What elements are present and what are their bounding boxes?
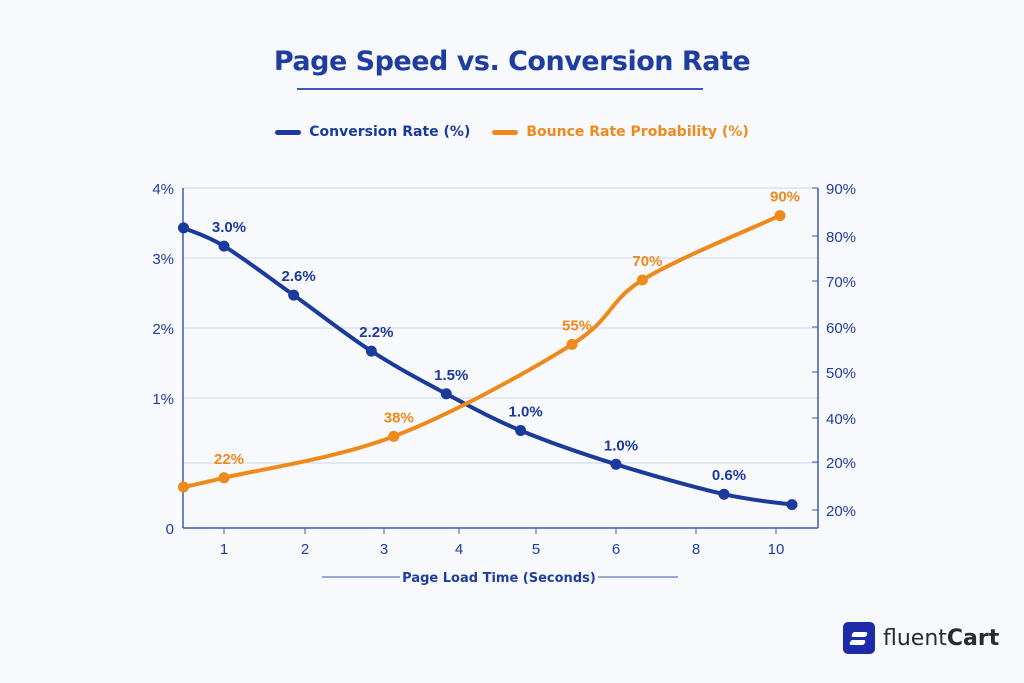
legend-item-bounce: Bounce Rate Probability (%) [492,124,749,140]
conversion-point [218,240,230,252]
x-tick-label: 5 [532,541,540,558]
conversion-data-label: 1.0% [508,404,542,421]
y-right-tick-label: 40% [826,411,856,428]
y-right-tick-label: 20% [826,503,856,520]
y-right-tick-label: 70% [826,274,856,291]
legend-item-conversion: Conversion Rate (%) [275,124,470,140]
bounce-point [774,210,786,222]
x-tick-label: 10 [768,541,785,558]
logo-icon [843,622,875,654]
bounce-point [218,472,230,484]
bounce-point [388,430,400,442]
conversion-point [288,289,300,301]
y-left-tick-label: 4% [152,181,174,198]
legend-label-conversion: Conversion Rate (%) [309,124,471,140]
x-tick-label: 6 [612,541,620,558]
bounce-data-label: 38% [384,409,414,426]
x-tick-label: 3 [380,541,388,558]
bounce-data-label: 22% [214,451,244,468]
bounce-point [636,274,648,286]
x-tick-label: 1 [220,541,228,558]
x-tick-label: 8 [692,541,700,558]
conversion-data-label: 0.6% [712,467,746,484]
bounce-data-label: 70% [632,253,662,270]
legend-swatch-bounce [492,129,519,135]
conversion-data-label: 1.0% [604,437,638,454]
x-axis-label: Page Load Time (Seconds) [402,571,596,586]
title-underline [297,88,703,90]
legend: Conversion Rate (%) Bounce Rate Probabil… [0,124,1024,140]
conversion-point [610,458,622,470]
conversion-point [786,499,798,511]
fluentcart-logo: fluentCart [843,622,999,654]
bounce-data-label: 55% [562,317,592,334]
bounce-line [181,213,782,489]
y-right-tick-label: 90% [826,181,856,198]
conversion-data-label: 1.5% [434,367,468,384]
y-right-tick-label: 80% [826,229,856,246]
logo-text: fluentCart [883,625,1000,651]
x-tick-label: 4 [455,541,463,558]
conversion-data-label: 3.0% [212,219,246,236]
bounce-point [566,338,578,350]
conversion-point [440,388,452,400]
chart-title: Page Speed vs. Conversion Rate [273,46,751,77]
y-left-tick-label: 1% [152,391,174,408]
y-left-tick-label: 0 [166,521,174,538]
y-left-tick-label: 2% [152,321,174,338]
conversion-point [718,488,730,500]
conversion-point [365,345,377,357]
y-right-tick-label: 60% [826,320,856,337]
conversion-data-label: 2.6% [282,268,316,285]
conversion-point [515,425,527,436]
legend-swatch-conversion [275,129,302,135]
conversion-data-label: 2.2% [359,324,393,341]
legend-label-bounce: Bounce Rate Probability (%) [526,124,749,140]
y-right-tick-label: 50% [826,365,856,382]
y-right-tick-label: 20% [826,455,856,472]
bounce-point [178,481,189,493]
bounce-data-label: 90% [770,189,800,206]
y-left-tick-label: 3% [152,251,174,268]
conversion-point [178,222,189,234]
x-tick-label: 2 [301,541,309,558]
